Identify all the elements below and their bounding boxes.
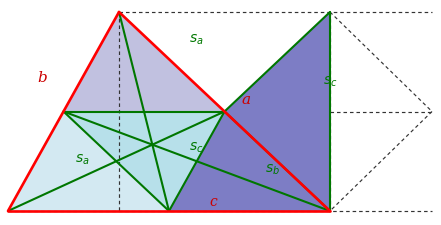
Text: $s_b$: $s_b$: [265, 162, 280, 176]
Polygon shape: [224, 13, 330, 211]
Text: c: c: [209, 194, 217, 208]
Text: a: a: [241, 93, 250, 106]
Text: $s_c$: $s_c$: [189, 140, 203, 155]
Text: b: b: [37, 71, 47, 85]
Text: $s_a$: $s_a$: [189, 33, 203, 47]
Polygon shape: [64, 13, 224, 112]
Polygon shape: [169, 112, 330, 211]
Polygon shape: [8, 112, 169, 211]
Text: $s_a$: $s_a$: [75, 152, 89, 166]
Text: $s_c$: $s_c$: [323, 74, 337, 89]
Polygon shape: [64, 112, 224, 211]
